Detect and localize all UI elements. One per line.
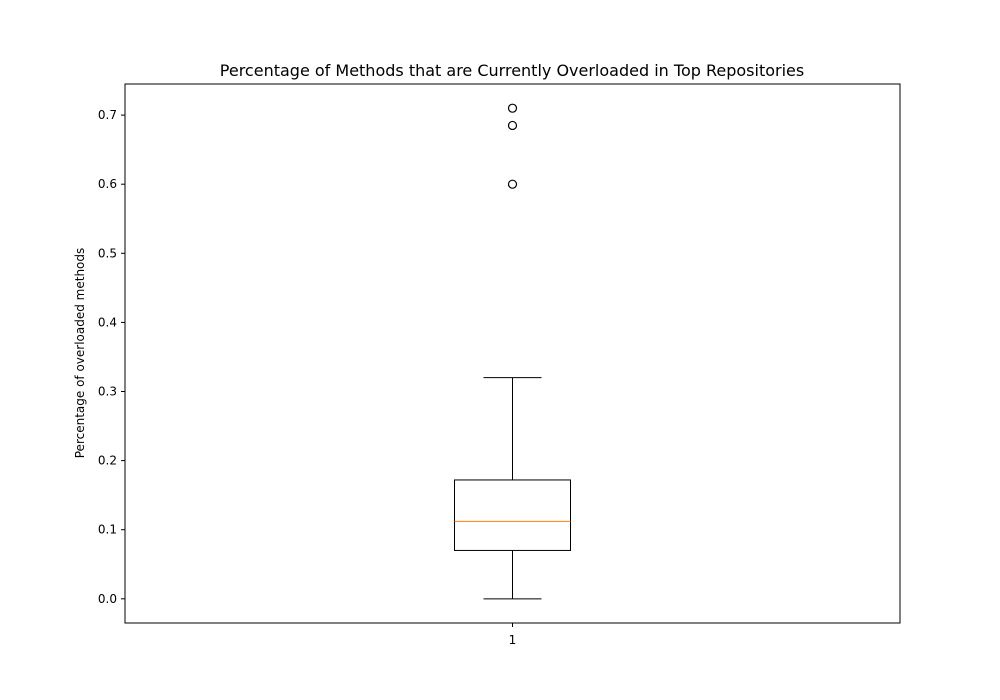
boxes-group xyxy=(454,103,571,600)
plot-area-frame xyxy=(124,83,901,624)
y-tick-label: 0.1 xyxy=(98,523,117,537)
y-tick-label: 0.0 xyxy=(98,592,117,606)
iqr-box xyxy=(454,479,571,551)
y-axis: 0.0 0.1 0.2 0.3 0.4 0.5 0.6 0.7 xyxy=(98,108,125,606)
x-axis: 1 xyxy=(509,623,517,647)
y-axis-label: Percentage of overloaded methods xyxy=(73,248,87,459)
outlier-point xyxy=(507,120,518,131)
chart-title: Percentage of Methods that are Currently… xyxy=(220,61,804,80)
y-tick-label: 0.4 xyxy=(98,315,117,329)
y-tick-label: 0.3 xyxy=(98,385,117,399)
outlier-point xyxy=(507,103,518,113)
outlier-point xyxy=(507,179,518,189)
y-tick-label: 0.6 xyxy=(98,177,117,191)
x-tick-label: 1 xyxy=(509,633,517,647)
y-tick-label: 0.7 xyxy=(98,108,117,122)
y-tick-label: 0.2 xyxy=(98,454,117,468)
y-tick-label: 0.5 xyxy=(98,246,117,260)
